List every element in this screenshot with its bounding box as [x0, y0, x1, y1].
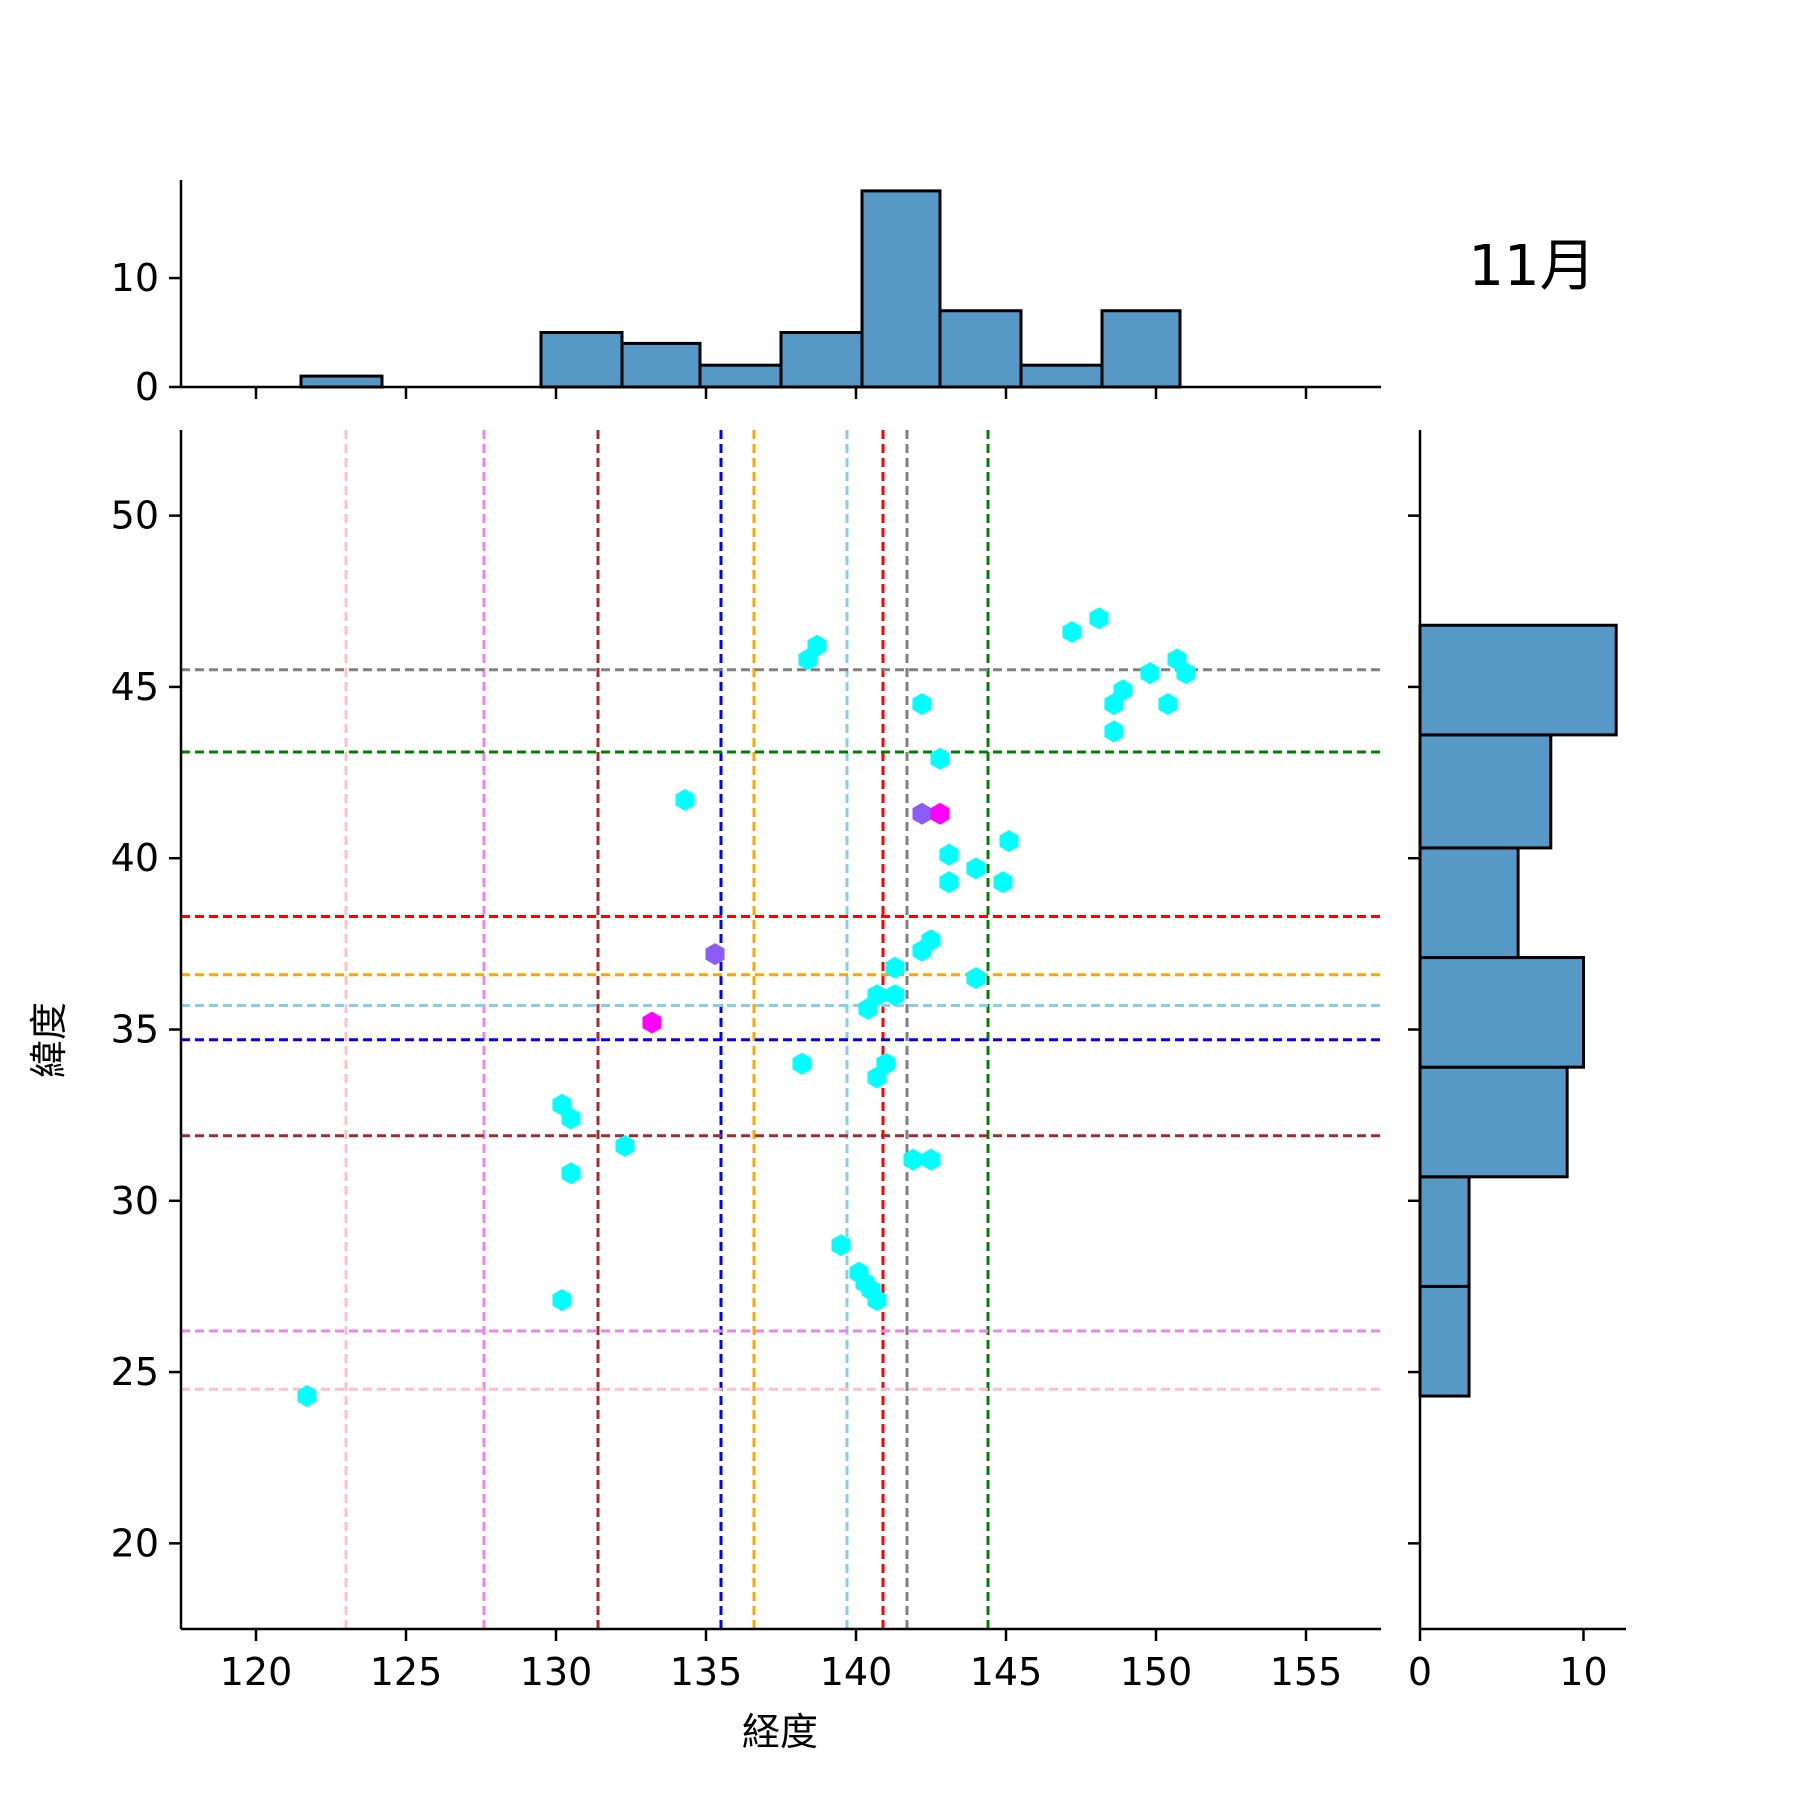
top-histogram-bar [779, 331, 864, 389]
hexbin-cell [939, 871, 959, 894]
top-histogram-bar [299, 374, 384, 389]
y-tick-label: 20 [111, 1521, 159, 1565]
hexbin-cell [993, 871, 1013, 894]
right-histogram-bar [1418, 956, 1585, 1069]
chart-title: 11月 [1468, 234, 1595, 299]
right-histogram-bar [1418, 623, 1618, 737]
top-histogram-bar [539, 331, 624, 389]
y-tick-label: 30 [111, 1179, 159, 1223]
x-tick-label: 150 [1120, 1650, 1193, 1694]
hexbin-cell [876, 1052, 896, 1075]
top-histogram-bar [938, 309, 1023, 389]
hexbin-cell [966, 857, 986, 880]
hexbin-cell [999, 830, 1019, 853]
hexbin-cell [705, 943, 725, 966]
hexbin-cell [912, 802, 932, 825]
top-histogram-bar [860, 189, 942, 389]
hexbin-cell [807, 634, 827, 657]
hexbin-cell [1062, 621, 1082, 644]
hexbin-cell [615, 1135, 635, 1157]
x-tick-label: 130 [520, 1650, 593, 1694]
y-tick-label: 35 [111, 1008, 159, 1052]
hexbin-cell [792, 1052, 812, 1075]
x-axis-label: 経度 [742, 1710, 818, 1754]
x-tick-label: 120 [220, 1650, 293, 1694]
hexbin-cell [297, 1385, 317, 1408]
x-tick-label: 140 [820, 1650, 893, 1694]
hexbin-cell [675, 789, 695, 811]
hexbin-cell [939, 843, 959, 866]
hexbin-cell [1158, 693, 1178, 716]
main-scatter-plot: 120 125 130 135 140 145 150 155 20 25 30 35 40 45 50 [111, 430, 1381, 1694]
x-tick-label: 135 [670, 1650, 743, 1694]
hexbin-cell [1113, 679, 1133, 702]
hexbin-cell [1176, 662, 1196, 685]
right-histogram-bar [1418, 1175, 1471, 1288]
y-tick-label: 50 [111, 494, 159, 538]
hexbin-cell [885, 984, 905, 1007]
hexbin-cell [1089, 607, 1109, 630]
hexbin-cell [867, 984, 887, 1007]
hexbin-cell [885, 956, 905, 979]
top-histogram-bar [1100, 309, 1182, 389]
hexbin-cell [1104, 720, 1124, 743]
hexbin-cell [552, 1289, 572, 1312]
top-histogram-bar [620, 341, 702, 389]
hexbin-cell [1140, 662, 1160, 685]
hexbin-cell [921, 929, 941, 952]
right-histogram: 0 10 [1408, 430, 1626, 1694]
right-histogram-bar [1418, 846, 1520, 960]
hexbin-cell [867, 1289, 887, 1312]
hexbin-cell [903, 1148, 923, 1171]
right-histogram-bar [1418, 1284, 1471, 1398]
y-tick-label: 25 [111, 1350, 159, 1394]
hexbin-cell [921, 1148, 941, 1171]
hexbin-cell [930, 747, 950, 770]
right-histogram-bar [1418, 733, 1553, 850]
top-y-tick-label: 10 [111, 256, 159, 300]
hexbin-cell [912, 693, 932, 716]
hexbin-cell [966, 967, 986, 990]
right-x-tick-label: 10 [1559, 1650, 1607, 1694]
top-histogram-bar [1019, 363, 1104, 389]
y-axis-label: 緯度 [27, 1002, 71, 1078]
hexbin-cell [642, 1011, 662, 1034]
x-tick-label: 145 [970, 1650, 1043, 1694]
hexbin-cell [561, 1107, 581, 1130]
y-tick-label: 40 [111, 836, 159, 880]
right-x-tick-label: 0 [1408, 1650, 1432, 1694]
y-tick-label: 45 [111, 665, 159, 709]
hexbin-cell [930, 802, 950, 825]
right-histogram-bar [1418, 1065, 1569, 1179]
x-tick-label: 155 [1270, 1650, 1343, 1694]
top-histogram-bar [698, 363, 783, 389]
hexbin-cell [831, 1234, 851, 1257]
top-histogram: 0 10 [111, 180, 1381, 409]
top-y-tick-label: 0 [135, 365, 159, 409]
x-tick-label: 125 [370, 1650, 443, 1694]
hexbin-cell [561, 1162, 581, 1185]
